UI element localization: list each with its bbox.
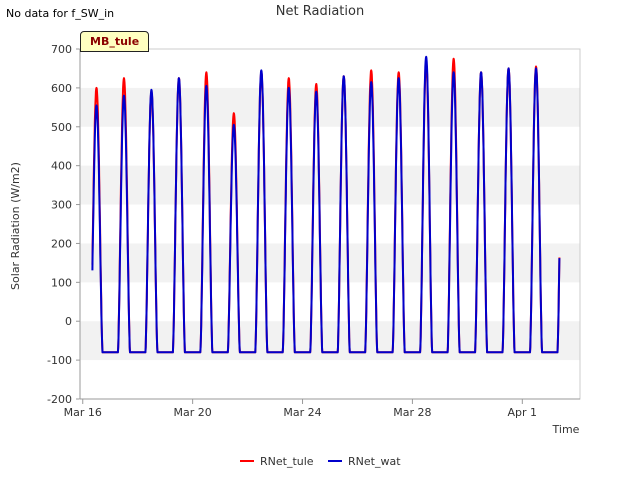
y-tick-label: 700 — [51, 43, 72, 56]
x-tick-label: Mar 24 — [283, 406, 321, 419]
grid-band — [80, 165, 580, 205]
y-axis-label: Solar Radiation (W/m2) — [9, 162, 22, 290]
y-tick-label: 200 — [51, 237, 72, 250]
x-tick-label: Apr 1 — [508, 406, 538, 419]
y-axis-ticks: -200 -100 0 100 200 300 400 500 600 700 — [47, 43, 80, 406]
x-tick-label: Mar 20 — [174, 406, 212, 419]
site-badge: MB_tule — [80, 31, 150, 52]
no-data-notice: No data for f_SW_in — [6, 7, 115, 20]
y-tick-label: 100 — [51, 276, 72, 289]
y-tick-label: 400 — [51, 160, 72, 173]
x-axis-label: Time — [552, 423, 580, 436]
y-tick-label: 300 — [51, 199, 72, 212]
legend-label-rnet-wat: RNet_wat — [348, 455, 401, 468]
y-tick-label: -100 — [47, 354, 72, 367]
legend-label-rnet-tule: RNet_tule — [260, 455, 314, 468]
y-tick-label: -200 — [47, 393, 72, 406]
legend: RNet_tule RNet_wat — [240, 455, 401, 468]
y-tick-label: 500 — [51, 121, 72, 134]
chart-title: Net Radiation — [275, 4, 365, 19]
x-tick-label: Mar 28 — [393, 406, 431, 419]
grid-bands — [80, 87, 580, 361]
x-tick-label: Mar 16 — [64, 406, 102, 419]
series-layer — [91, 55, 561, 354]
y-tick-label: 600 — [51, 82, 72, 95]
grid-band — [80, 321, 580, 361]
legend-item-rnet-tule: RNet_tule — [240, 455, 314, 468]
legend-item-rnet-wat: RNet_wat — [328, 455, 401, 468]
series-line-rnet-wat — [91, 55, 561, 354]
y-tick-label: 0 — [65, 315, 72, 328]
grid-band — [80, 87, 580, 127]
grid-band — [80, 243, 580, 283]
x-axis-ticks: Mar 16 Mar 20 Mar 24 Mar 28 Apr 1 — [64, 399, 537, 419]
